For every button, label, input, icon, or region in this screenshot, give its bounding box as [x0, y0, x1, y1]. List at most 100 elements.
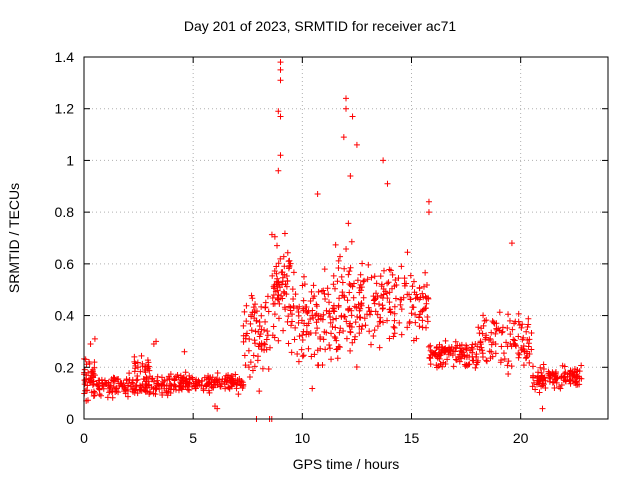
data-point	[96, 386, 103, 393]
data-point	[97, 392, 104, 399]
data-point	[226, 385, 233, 392]
data-point	[335, 257, 342, 264]
data-point	[320, 336, 327, 343]
data-point	[525, 321, 532, 328]
data-point	[538, 383, 545, 390]
data-point	[203, 382, 210, 389]
data-point	[496, 309, 503, 316]
data-point	[275, 315, 282, 322]
data-point	[252, 301, 259, 308]
data-point	[292, 324, 299, 331]
data-point	[341, 265, 348, 272]
data-point	[373, 290, 380, 297]
data-point	[144, 388, 151, 395]
data-point	[386, 335, 393, 342]
data-point	[463, 346, 470, 353]
data-point	[345, 271, 352, 278]
data-point	[278, 292, 285, 299]
data-point	[274, 287, 281, 294]
data-point	[537, 364, 544, 371]
x-axis-label: GPS time / hours	[292, 456, 400, 472]
data-point	[479, 347, 486, 354]
data-point	[357, 314, 364, 321]
data-point	[542, 385, 549, 392]
data-point	[487, 335, 494, 342]
data-point	[439, 347, 446, 354]
data-point	[425, 343, 432, 350]
data-point	[270, 283, 277, 290]
data-point	[294, 350, 301, 357]
data-point	[299, 353, 306, 360]
data-point	[325, 291, 332, 298]
data-point	[258, 312, 265, 319]
data-point	[271, 300, 278, 307]
data-point	[531, 379, 538, 386]
data-point	[558, 373, 565, 380]
data-point	[360, 294, 367, 301]
data-point	[329, 316, 336, 323]
data-point	[540, 375, 547, 382]
data-point	[498, 357, 505, 364]
data-point	[256, 322, 263, 329]
data-point	[350, 294, 357, 301]
data-point	[391, 317, 398, 324]
data-point	[262, 304, 269, 311]
data-point	[288, 322, 295, 329]
data-point	[347, 282, 354, 289]
data-point	[489, 353, 496, 360]
data-point	[292, 291, 299, 298]
data-point	[213, 377, 220, 384]
data-point	[308, 288, 315, 295]
data-point	[262, 318, 269, 325]
data-point	[500, 350, 507, 357]
data-point	[567, 378, 574, 385]
data-point	[380, 305, 387, 312]
data-point	[550, 379, 557, 386]
data-point	[188, 383, 195, 390]
data-point	[300, 352, 307, 359]
data-point	[424, 313, 431, 320]
data-point	[319, 316, 326, 323]
data-point	[249, 295, 256, 302]
data-point	[407, 296, 414, 303]
data-point	[276, 284, 283, 291]
data-point	[376, 318, 383, 325]
data-point	[131, 389, 138, 396]
data-point	[246, 374, 253, 381]
data-point	[291, 336, 298, 343]
data-point	[374, 311, 381, 318]
data-point	[182, 369, 189, 376]
data-point	[330, 281, 337, 288]
data-point	[338, 273, 345, 280]
data-point	[341, 313, 348, 320]
data-point	[244, 330, 251, 337]
data-point	[274, 275, 281, 282]
data-point	[190, 380, 197, 387]
data-point	[88, 372, 95, 379]
data-point	[523, 354, 530, 361]
data-point	[370, 332, 377, 339]
data-point	[520, 362, 527, 369]
data-point	[343, 318, 350, 325]
data-point	[416, 296, 423, 303]
data-point	[475, 324, 482, 331]
data-point	[322, 296, 329, 303]
data-point	[256, 388, 263, 395]
data-point	[426, 355, 433, 362]
data-point	[258, 303, 265, 310]
data-point	[390, 323, 397, 330]
data-point	[252, 340, 259, 347]
data-point	[530, 373, 537, 380]
data-point	[386, 306, 393, 313]
data-point	[314, 325, 321, 332]
data-point	[478, 325, 485, 332]
data-point	[347, 329, 354, 336]
data-point	[424, 318, 431, 325]
data-point	[123, 376, 130, 383]
data-point	[377, 314, 384, 321]
data-point	[329, 305, 336, 312]
data-point	[412, 295, 419, 302]
data-point	[505, 311, 512, 318]
data-point	[310, 314, 317, 321]
data-point	[295, 358, 302, 365]
